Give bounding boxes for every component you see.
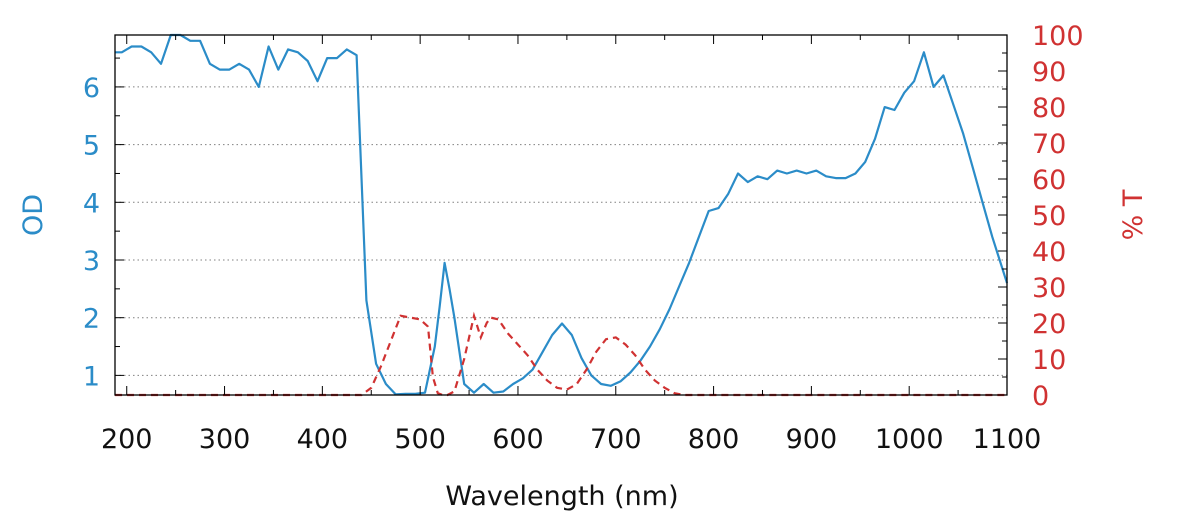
right-tick-label-30: 30 xyxy=(1032,273,1066,304)
x-tick-label-300: 300 xyxy=(199,424,251,455)
x-tick-label-1100: 1100 xyxy=(973,424,1042,455)
left-tick-label-5: 5 xyxy=(83,131,100,162)
x-tick-labels: 200 300 400 500 600 700 800 900 1000 1100 xyxy=(101,424,1041,455)
right-tick-label-40: 40 xyxy=(1032,237,1066,268)
x-tick-label-800: 800 xyxy=(688,424,740,455)
grid-lines xyxy=(115,86,1007,376)
right-tick-label-70: 70 xyxy=(1032,129,1066,160)
x-tick-label-900: 900 xyxy=(786,424,838,455)
transmission-series-line xyxy=(115,311,1007,397)
series-layer xyxy=(115,33,1009,397)
right-tick-label-80: 80 xyxy=(1032,93,1066,124)
right-tick-label-100: 100 xyxy=(1032,21,1084,52)
x-axis-title: Wavelength (nm) xyxy=(445,481,678,512)
x-tick-label-400: 400 xyxy=(297,424,349,455)
left-tick-label-2: 2 xyxy=(83,304,100,335)
right-tick-label-90: 90 xyxy=(1032,57,1066,88)
x-tick-label-600: 600 xyxy=(492,424,544,455)
left-tick-label-4: 4 xyxy=(83,188,100,219)
right-tick-label-10: 10 xyxy=(1032,345,1066,376)
left-tick-labels: 1 2 3 4 5 6 xyxy=(83,73,100,392)
left-tick-label-1: 1 xyxy=(83,361,100,392)
od-series-line xyxy=(115,33,1009,396)
right-axis-title: % T xyxy=(1118,189,1149,240)
right-tick-label-0: 0 xyxy=(1032,381,1049,412)
left-axis-title: OD xyxy=(18,194,49,236)
right-tick-label-60: 60 xyxy=(1032,165,1066,196)
x-tick-label-1000: 1000 xyxy=(875,424,944,455)
plot-frame xyxy=(114,34,1008,396)
left-tick-label-3: 3 xyxy=(83,246,100,277)
x-tick-label-500: 500 xyxy=(394,424,446,455)
right-tick-labels: 0 10 20 30 40 50 60 70 80 90 100 xyxy=(1032,21,1084,412)
right-tick-label-20: 20 xyxy=(1032,309,1066,340)
x-tick-label-200: 200 xyxy=(101,424,153,455)
tick-marks xyxy=(115,34,1008,396)
left-tick-label-6: 6 xyxy=(83,73,100,104)
right-tick-label-50: 50 xyxy=(1032,201,1066,232)
x-tick-label-700: 700 xyxy=(590,424,642,455)
